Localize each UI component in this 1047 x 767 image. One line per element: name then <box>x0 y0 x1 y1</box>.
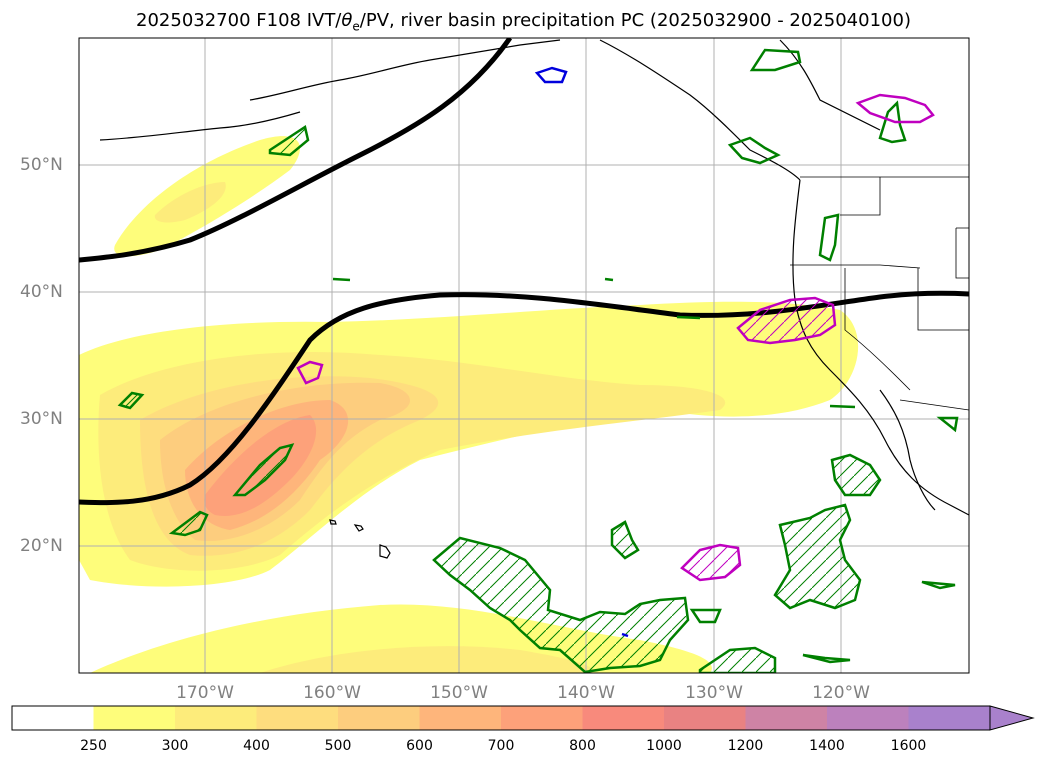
colorbar-segment <box>664 706 746 730</box>
lat-label-40n: 40°N <box>20 282 63 302</box>
lon-label-150w: 150°W <box>430 683 488 703</box>
colorbar-segment <box>338 706 420 730</box>
ivt-shading <box>79 136 859 673</box>
colorbar-segment <box>582 706 665 730</box>
lon-label-120w: 120°W <box>812 683 870 703</box>
colorbar-tick-label: 800 <box>569 738 596 754</box>
lon-label-130w: 130°W <box>685 683 743 703</box>
colorbar-segment <box>501 706 583 730</box>
colorbar-segment <box>419 706 502 730</box>
colorbar-segment <box>175 706 257 730</box>
colorbar-tick-label: 400 <box>243 738 270 754</box>
precip-contours-blue <box>534 66 629 638</box>
colorbar-segment <box>256 706 339 730</box>
colorbar-extend-arrow <box>989 705 1035 731</box>
colorbar-segment <box>827 706 909 730</box>
lat-label-50n: 50°N <box>20 155 63 175</box>
colorbar-tick-label: 700 <box>487 738 515 754</box>
coastlines <box>99 39 969 559</box>
borders <box>790 176 970 411</box>
lon-label-170w: 170°W <box>176 683 234 703</box>
lon-label-140w: 140°W <box>557 683 615 703</box>
colorbar-tick-label: 1200 <box>727 738 764 754</box>
colorbar-tick-label: 500 <box>324 738 352 754</box>
lon-label-160w: 160°W <box>303 683 361 703</box>
colorbar-tick-label: 300 <box>161 738 189 754</box>
precip-contours-magenta <box>296 93 935 582</box>
figure-title: 2025032700 F108 IVT/θe/PV, river basin p… <box>136 10 911 34</box>
colorbar-tick-label: 600 <box>406 738 433 754</box>
colorbar-tick-label: 250 <box>80 738 107 754</box>
colorbar-segment <box>93 706 176 730</box>
map-frame <box>78 37 970 674</box>
theta-e-contours <box>79 38 969 506</box>
colorbar-segment <box>745 706 828 730</box>
precip-contours-green <box>117 48 959 673</box>
colorbar-segment <box>12 706 94 730</box>
colorbar-tick-label: 1600 <box>890 738 927 754</box>
colorbar-tick-label: 1400 <box>809 738 845 754</box>
colorbar-segment <box>908 706 991 730</box>
colorbar-tick-label: 1000 <box>646 738 682 754</box>
lat-label-20n: 20°N <box>20 536 63 556</box>
lat-label-30n: 30°N <box>20 409 63 429</box>
